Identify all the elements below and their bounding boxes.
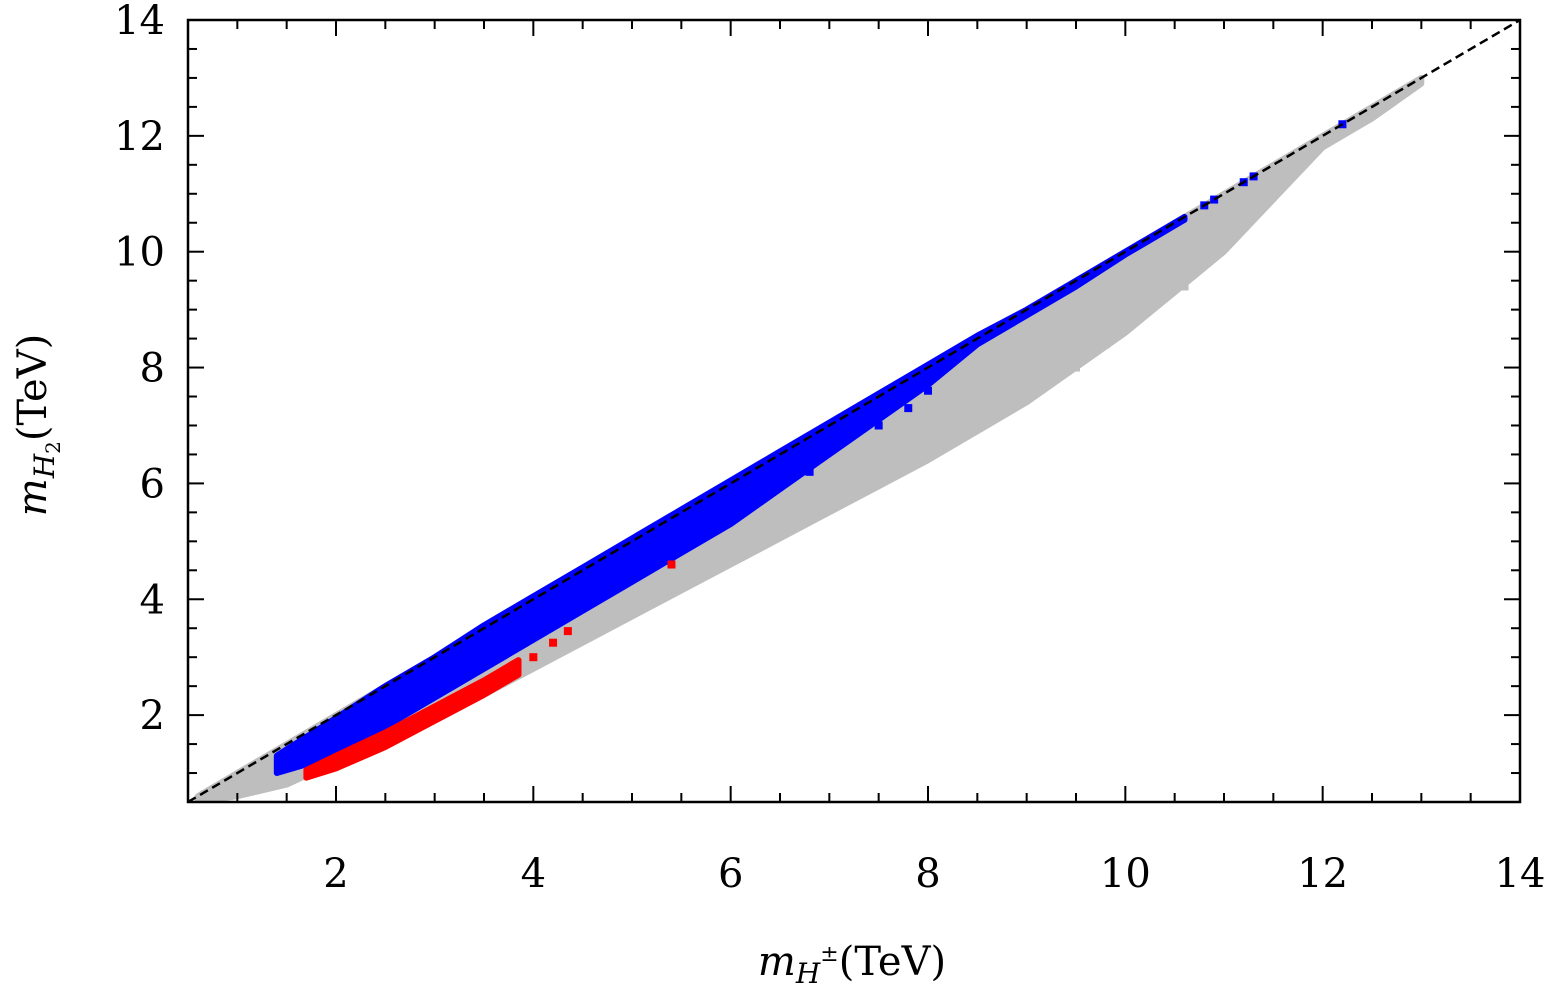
- series-red-band: [303, 657, 522, 781]
- data-point: [914, 427, 923, 436]
- data-point: [1081, 323, 1090, 332]
- y-axis-label: mH2(TeV): [10, 334, 65, 516]
- series-blue: [273, 120, 1347, 776]
- x-tick-label: 2: [323, 851, 348, 897]
- y-tick-label: 6: [140, 461, 165, 507]
- data-point: [1210, 201, 1219, 210]
- data-point: [924, 386, 932, 395]
- data-point: [933, 409, 942, 418]
- data-point: [864, 479, 873, 488]
- data-point: [1131, 265, 1140, 274]
- data-point: [904, 404, 913, 413]
- y-tick-label: 4: [140, 577, 165, 623]
- data-point: [1012, 392, 1021, 401]
- data-point: [1180, 282, 1189, 291]
- y-tick-label: 10: [114, 230, 165, 276]
- x-tick-labels: 2 4 6 8 10 12 14: [323, 851, 1545, 897]
- data-point: [884, 450, 893, 459]
- series-blue-band: [273, 213, 1188, 776]
- y-tick-labels: 2 4 6 8 10 12 14: [114, 0, 165, 739]
- plot-frame: [186, 18, 1522, 804]
- diagonal-reference-line: [187, 18, 1521, 804]
- series-red: [303, 560, 676, 781]
- data-point: [1032, 346, 1041, 355]
- x-tick-label: 10: [1100, 851, 1151, 897]
- data-point: [874, 421, 883, 430]
- x-axis-symbol: m: [758, 939, 796, 985]
- data-layer: [194, 74, 1425, 802]
- y-tick-label: 2: [140, 693, 165, 739]
- data-point: [1150, 288, 1159, 297]
- axis-ticks: [187, 19, 1521, 803]
- data-point: [1002, 380, 1011, 389]
- data-point: [1220, 212, 1228, 221]
- data-point: [563, 627, 572, 636]
- data-point: [1121, 305, 1130, 314]
- data-point: [529, 653, 538, 662]
- x-axis-superscript: ±: [820, 942, 838, 967]
- data-point: [667, 560, 676, 569]
- x-tick-label: 8: [915, 851, 940, 897]
- data-point: [1052, 334, 1061, 343]
- data-point: [1101, 340, 1110, 349]
- x-tick-label: 6: [718, 851, 743, 897]
- y-tick-label: 8: [140, 346, 165, 392]
- data-point: [1160, 276, 1169, 285]
- y-axis-subscript: H: [28, 453, 61, 479]
- y-axis-symbol: m: [10, 478, 56, 516]
- x-tick-label: 12: [1297, 851, 1348, 897]
- y-tick-label: 14: [114, 0, 165, 44]
- data-point: [1249, 195, 1258, 204]
- x-tick-label: 4: [521, 851, 546, 897]
- data-point: [805, 467, 814, 476]
- data-point: [549, 638, 558, 647]
- data-point: [1210, 195, 1219, 204]
- y-axis-unit: (TeV): [10, 334, 56, 441]
- data-point: [983, 369, 992, 378]
- data-point: [1072, 363, 1080, 372]
- x-axis-subscript: H: [795, 957, 821, 985]
- data-point: [953, 415, 962, 424]
- data-point: [835, 490, 844, 499]
- data-point: [904, 444, 913, 453]
- x-axis-unit: (TeV): [839, 939, 946, 985]
- y-tick-label: 12: [114, 114, 165, 160]
- y-axis-subsubscript: 2: [41, 441, 65, 454]
- x-tick-label: 14: [1495, 851, 1546, 897]
- x-axis-label: mH±(TeV): [758, 939, 946, 985]
